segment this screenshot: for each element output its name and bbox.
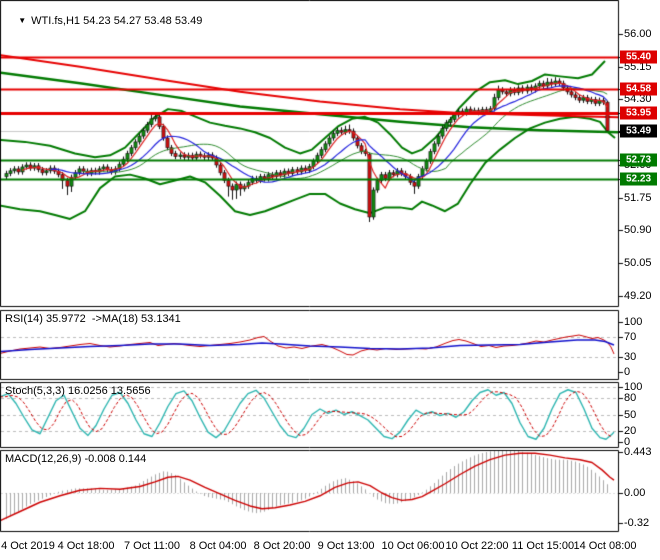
main-axis-tick: 49.20 [624, 289, 652, 302]
chart-title: ▼ WTI.fs,H1 54.23 54.27 53.48 53.49 [6, 3, 202, 39]
macd-label: MACD(12,26,9) -0.008 0.144 [5, 453, 147, 465]
date-axis-label: 4 Oct 18:00 [57, 540, 115, 552]
main-axis-tick: 50.90 [624, 224, 652, 237]
price-badge: 54.58 [620, 82, 657, 96]
rsi-axis-tick: 0 [624, 366, 631, 378]
price-badge: 52.23 [620, 172, 657, 186]
stoch-axis-tick: 50 [624, 408, 637, 421]
price-badge: 55.40 [620, 50, 657, 64]
macd-axis-tick: 0.443 [624, 446, 652, 459]
date-axis-label: 7 Oct 11:00 [123, 540, 181, 552]
rsi-axis-tick: 100 [624, 316, 643, 328]
stoch-axis-tick: 0 [624, 436, 631, 448]
rsi-axis-tick: 70 [624, 331, 637, 343]
rsi-axis-tick: 30 [624, 351, 637, 363]
date-axis-label: 10 Oct 22:00 [445, 540, 509, 552]
date-axis-label: 11 Oct 15:00 [511, 540, 575, 552]
price-badge: 52.73 [620, 153, 657, 167]
main-axis-tick: 50.05 [624, 257, 652, 270]
ohlc-readout: 54.23 54.27 53.48 53.49 [83, 15, 203, 27]
main-axis-tick: 56.00 [624, 28, 652, 40]
stoch-axis-tick: 80 [624, 392, 637, 404]
stoch-label: Stoch(5,3,3) 16.0256 13.5656 [5, 385, 151, 397]
price-badge: 53.95 [620, 106, 657, 120]
main-axis-tick: 55.15 [624, 60, 652, 73]
macd-axis-tick: 0.00 [624, 487, 646, 499]
symbol-dropdown-icon[interactable]: ▼ [18, 16, 27, 25]
main-axis-tick: 54.30 [624, 93, 652, 106]
date-axis-label: 10 Oct 06:00 [381, 540, 445, 552]
symbol-label: WTI.fs,H1 [31, 15, 81, 27]
main-axis-tick: 51.75 [624, 191, 652, 204]
date-axis-label: 14 Oct 08:00 [573, 540, 637, 552]
rsi-label: RSI(14) 35.9772 ->MA(18) 53.1341 [5, 313, 181, 325]
date-axis-label: 4 Oct 2019 [1, 540, 55, 552]
macd-axis-tick: -0.32 [624, 516, 650, 529]
price-badge: 53.49 [620, 124, 657, 138]
stoch-axis-tick: 100 [624, 381, 643, 393]
stoch-axis-tick: 20 [624, 425, 637, 437]
date-axis-label: 8 Oct 20:00 [253, 540, 311, 552]
date-axis-label: 8 Oct 04:00 [189, 540, 247, 552]
main-chart-panel[interactable] [0, 0, 618, 307]
date-axis-label: 9 Oct 13:00 [317, 540, 375, 552]
